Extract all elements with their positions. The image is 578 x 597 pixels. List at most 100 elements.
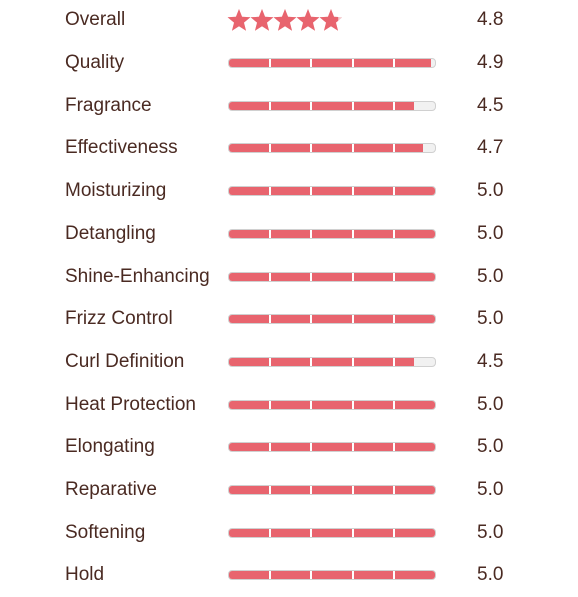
rating-bar-divider <box>351 400 354 409</box>
rating-bar-divider <box>351 528 354 537</box>
rating-bar-fill <box>229 571 435 580</box>
rating-bar-divider <box>392 59 395 67</box>
rating-bar-divider <box>269 272 272 281</box>
rating-bar-divider <box>310 101 313 110</box>
rating-bar-divider <box>310 315 313 324</box>
rating-bar-divider <box>351 272 354 281</box>
stars-icon <box>227 9 342 31</box>
rating-bar-fill <box>229 486 435 494</box>
rating-value: 4.5 <box>477 350 504 372</box>
rating-row: Elongating 5.0 <box>0 427 578 469</box>
rating-bar-divider <box>392 486 395 494</box>
rating-bar-divider <box>269 315 272 324</box>
rating-bar-divider <box>269 101 272 110</box>
rating-bar <box>228 570 436 581</box>
rating-bar-divider <box>310 528 313 537</box>
rating-bar-divider <box>310 272 313 281</box>
star-rating <box>227 6 342 34</box>
rating-bar-divider <box>269 486 272 494</box>
star-filled-icon <box>227 9 251 31</box>
rating-bar-fill <box>229 144 423 153</box>
rating-bar-divider <box>392 272 395 281</box>
rating-label: Hold <box>65 564 105 586</box>
rating-row: Softening 5.0 <box>0 513 578 555</box>
rating-row: Effectiveness 4.7 <box>0 128 578 170</box>
rating-bar <box>228 100 436 111</box>
rating-bar-divider <box>269 571 272 580</box>
rating-bar-divider <box>269 357 272 366</box>
rating-bar-fill <box>229 229 435 238</box>
rating-value: 5.0 <box>477 222 504 244</box>
rating-label: Heat Protection <box>65 393 196 415</box>
star-filled-icon <box>273 9 297 31</box>
rating-bar-divider <box>269 187 272 196</box>
rating-value: 4.5 <box>477 94 504 116</box>
rating-bar <box>228 143 436 154</box>
rating-bar-divider <box>392 443 395 452</box>
rating-bar-fill <box>229 272 435 281</box>
rating-bar-divider <box>310 443 313 452</box>
rating-bar-divider <box>392 400 395 409</box>
rating-bar-divider <box>351 315 354 324</box>
rating-label: Overall <box>65 9 126 30</box>
rating-row: Shine-Enhancing 5.0 <box>0 257 578 299</box>
rating-bar-fill <box>229 101 415 110</box>
rating-bar <box>228 356 436 367</box>
rating-value: 5.0 <box>477 393 504 415</box>
rating-value: 5.0 <box>477 564 504 586</box>
rating-bar-divider <box>310 486 313 494</box>
rating-bar-divider <box>351 101 354 110</box>
rating-value: 5.0 <box>477 521 504 543</box>
rating-bar <box>228 271 436 282</box>
rating-row: Moisturizing 5.0 <box>0 171 578 213</box>
star-filled-icon <box>319 9 339 31</box>
rating-bar-divider <box>392 528 395 537</box>
rating-bar-divider <box>269 528 272 537</box>
rating-bar-divider <box>310 400 313 409</box>
rating-row: Heat Protection 5.0 <box>0 385 578 427</box>
star-filled-icon <box>250 9 274 31</box>
rating-bar-divider <box>310 59 313 67</box>
rating-bar-fill <box>229 59 431 67</box>
rating-label: Effectiveness <box>65 137 178 159</box>
rating-bar <box>228 527 436 538</box>
rating-bar-divider <box>269 144 272 153</box>
rating-bar-divider <box>351 229 354 238</box>
rating-row: Reparative 5.0 <box>0 470 578 512</box>
rating-bar-divider <box>392 315 395 324</box>
rating-bar-divider <box>269 229 272 238</box>
rating-bar <box>228 442 436 453</box>
rating-bar-divider <box>351 571 354 580</box>
rating-value: 5.0 <box>477 308 504 330</box>
rating-bar-divider <box>392 571 395 580</box>
rating-bar <box>228 399 436 410</box>
rating-row: Frizz Control 5.0 <box>0 299 578 341</box>
rating-bar-divider <box>351 187 354 196</box>
star-filled-icon <box>296 9 320 31</box>
rating-row: Hold 5.0 <box>0 555 578 597</box>
rating-label: Detangling <box>65 222 156 244</box>
rating-label: Softening <box>65 521 146 543</box>
rating-bar <box>228 314 436 325</box>
rating-value: 5.0 <box>477 436 504 458</box>
rating-bar-fill <box>229 315 435 324</box>
rating-bar-divider <box>392 229 395 238</box>
rating-bar-divider <box>392 144 395 153</box>
rating-bar-divider <box>392 357 395 366</box>
rating-row: Detangling 5.0 <box>0 214 578 256</box>
rating-label: Frizz Control <box>65 308 173 330</box>
rating-label: Shine-Enhancing <box>65 265 210 287</box>
rating-bar-divider <box>310 229 313 238</box>
rating-label: Moisturizing <box>65 180 167 202</box>
rating-label: Elongating <box>65 436 155 458</box>
rating-value: 5.0 <box>477 180 504 202</box>
rating-row: Quality 4.9 <box>0 43 578 85</box>
rating-bar-divider <box>351 59 354 67</box>
rating-bar-divider <box>351 144 354 153</box>
rating-value: 4.7 <box>477 137 504 159</box>
rating-value: 4.8 <box>477 9 504 30</box>
rating-bar-divider <box>351 443 354 452</box>
rating-bar-divider <box>310 571 313 580</box>
rating-bar <box>228 485 436 495</box>
rating-bar-divider <box>310 357 313 366</box>
